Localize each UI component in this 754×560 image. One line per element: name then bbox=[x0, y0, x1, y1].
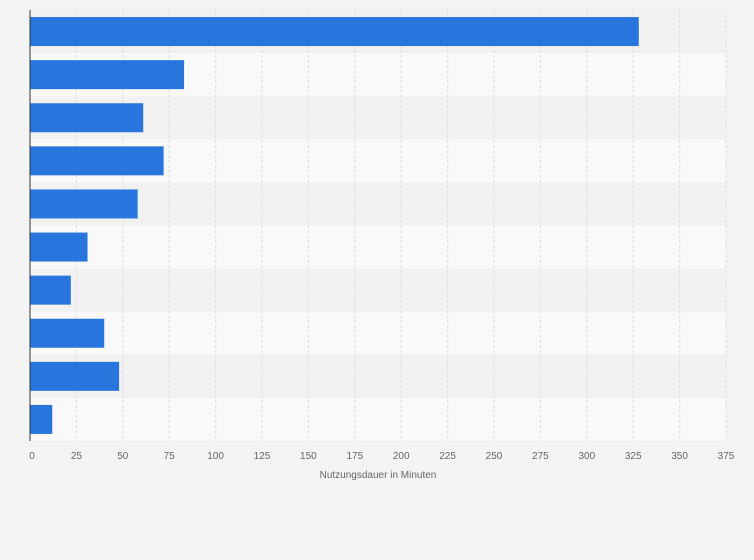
bar[interactable] bbox=[30, 404, 53, 434]
bar[interactable] bbox=[30, 232, 88, 262]
bar[interactable] bbox=[30, 361, 120, 391]
row-band bbox=[30, 182, 726, 226]
x-tick-label: 300 bbox=[578, 451, 595, 462]
x-tick-label: 250 bbox=[486, 451, 503, 462]
x-tick-label: 0 bbox=[29, 451, 35, 462]
x-tick-label: 350 bbox=[671, 451, 688, 462]
bar[interactable] bbox=[30, 146, 164, 176]
row-band bbox=[30, 311, 726, 355]
row-band bbox=[30, 96, 726, 140]
x-tick-label: 150 bbox=[300, 451, 317, 462]
bar[interactable] bbox=[30, 318, 105, 348]
row-bands bbox=[30, 10, 726, 441]
bar[interactable] bbox=[30, 275, 71, 305]
bars bbox=[30, 17, 639, 434]
x-tick-label: 225 bbox=[439, 451, 456, 462]
x-tick-label: 325 bbox=[625, 451, 642, 462]
x-tick-label: 275 bbox=[532, 451, 549, 462]
bar[interactable] bbox=[30, 17, 639, 47]
row-band bbox=[30, 354, 726, 398]
x-tick-label: 200 bbox=[393, 451, 410, 462]
x-tick-label: 375 bbox=[718, 451, 735, 462]
x-tick-label: 175 bbox=[346, 451, 363, 462]
x-axis-title: Nutzungsdauer in Minuten bbox=[320, 470, 437, 481]
x-tick-label: 125 bbox=[254, 451, 271, 462]
row-band bbox=[30, 225, 726, 269]
x-tick-label: 50 bbox=[117, 451, 129, 462]
x-tick-label: 25 bbox=[71, 451, 83, 462]
x-tick-label: 100 bbox=[207, 451, 224, 462]
bar[interactable] bbox=[30, 189, 138, 219]
row-band bbox=[30, 397, 726, 441]
bar[interactable] bbox=[30, 103, 144, 133]
row-band bbox=[30, 268, 726, 312]
x-axis-ticks: 0 25 50 75 100 125 150 175 200 225 250 275 300 325 350… bbox=[29, 451, 735, 462]
bar[interactable] bbox=[30, 60, 185, 90]
x-tick-label: 75 bbox=[164, 451, 176, 462]
